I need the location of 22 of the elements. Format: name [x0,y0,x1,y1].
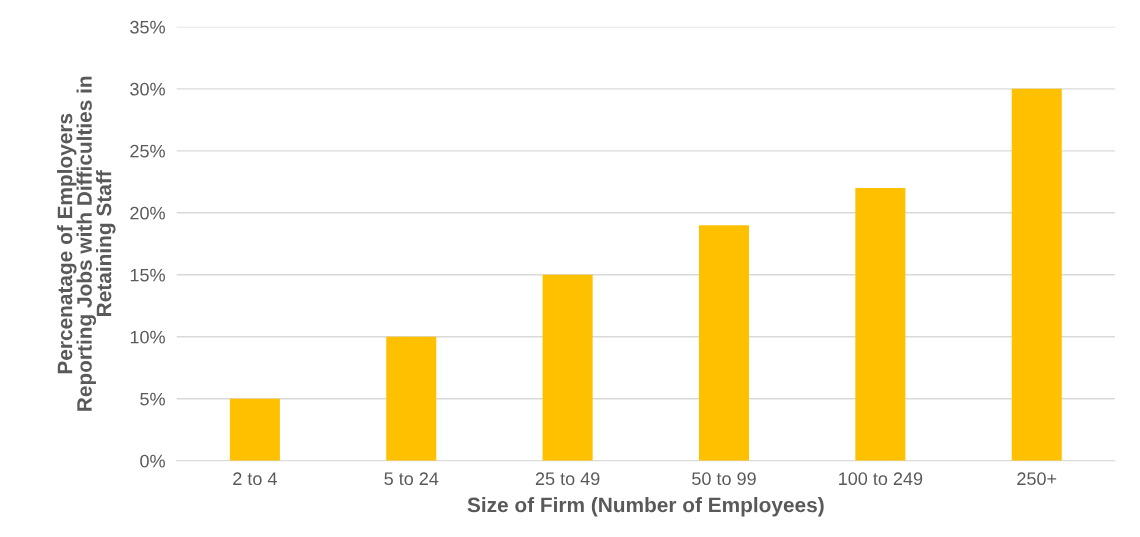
y-tick-label: 0% [140,454,165,468]
x-tick-label: 25 to 49 [535,472,600,486]
y-tick-label: 35% [130,20,165,34]
y-tick-label: 5% [140,392,165,406]
y-tick-label: 10% [130,330,165,344]
bar [542,274,593,461]
bar [855,188,906,461]
bar [698,225,750,461]
x-tick-label: 100 to 249 [839,472,923,486]
x-tick-label: 2 to 4 [233,472,277,486]
bar [386,336,437,461]
bar [1011,88,1062,461]
x-tick-label: 50 to 99 [692,472,756,486]
y-tick-label: 30% [130,82,165,96]
x-tick-label: 5 to 24 [384,472,439,486]
x-tick-label: 250+ [1017,472,1057,486]
y-axis-title: Percenatage of Employers Reporting Jobs with Difficulties in Retaining Staff [57,76,116,411]
x-axis-title: Size of Firm (Number of Employees) [467,497,824,517]
y-tick-label: 20% [130,206,165,220]
bar [229,398,280,461]
y-tick-label: 15% [130,268,165,282]
y-tick-label: 25% [130,144,165,158]
